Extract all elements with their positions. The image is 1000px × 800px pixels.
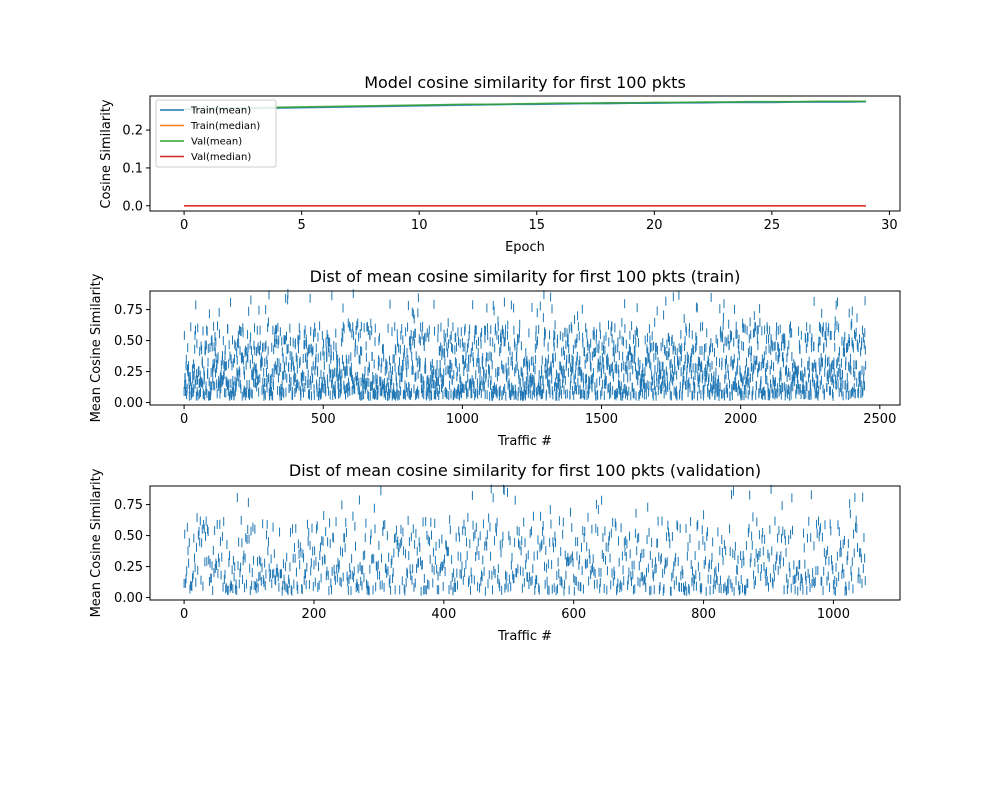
x-tick-label: 10 [411, 218, 428, 233]
x-axis-label: Epoch [505, 240, 545, 255]
y-axis: 0.00 0.25 0.50 0.75 [114, 303, 150, 411]
y-tick-label: 0.25 [114, 560, 143, 575]
legend-label: Val(median) [191, 152, 251, 163]
axes-frame [149, 95, 901, 212]
x-tick-label: 20 [646, 218, 663, 233]
y-tick-label: 0.1 [122, 161, 143, 176]
chart-title: Dist of mean cosine similarity for first… [289, 461, 761, 480]
x-tick-label: 15 [528, 218, 545, 233]
x-axis: 0 500 1000 1500 2000 2500 [180, 405, 896, 427]
y-tick-label: 0.75 [114, 303, 143, 318]
y-axis-label: Mean Cosine Similarity [89, 273, 104, 422]
x-axis: 0 200 400 600 800 1000 [180, 600, 850, 622]
x-tick-label: 0 [180, 218, 188, 233]
x-axis-label: Traffic # [497, 434, 552, 449]
x-tick-label: 0 [180, 412, 188, 427]
axes-frame [149, 485, 901, 601]
x-tick-label: 0 [180, 607, 188, 622]
x-tick-label: 1000 [446, 412, 479, 427]
x-tick-label: 25 [764, 218, 781, 233]
x-tick-label: 30 [881, 218, 898, 233]
panel-validation-distribution: Dist of mean cosine similarity for first… [89, 461, 901, 644]
y-tick-label: 0.00 [114, 591, 143, 606]
y-tick-label: 0.25 [114, 365, 143, 380]
legend-label: Val(mean) [191, 137, 242, 148]
x-tick-label: 600 [561, 607, 586, 622]
panel-train-distribution: Dist of mean cosine similarity for first… [89, 267, 901, 449]
x-tick-label: 2000 [724, 412, 757, 427]
x-axis: 0 5 10 15 20 25 30 [180, 211, 898, 233]
legend-label: Train(mean) [190, 106, 251, 117]
x-tick-label: 1000 [817, 607, 850, 622]
plot-area [183, 289, 867, 401]
x-tick-label: 1500 [585, 412, 618, 427]
plot-area [183, 484, 866, 596]
x-tick-label: 2500 [863, 412, 896, 427]
x-tick-label: 400 [431, 607, 456, 622]
legend: Train(mean) Train(median) Val(mean) Val(med… [155, 99, 277, 168]
x-tick-label: 200 [302, 607, 327, 622]
y-tick-label: 0.75 [114, 498, 143, 513]
y-tick-label: 0.50 [114, 529, 143, 544]
chart-title: Model cosine similarity for first 100 pk… [364, 73, 686, 92]
plot-area [184, 100, 866, 207]
series-line-val-mean [184, 100, 866, 110]
y-tick-label: 0.0 [122, 199, 143, 214]
x-tick-label: 500 [311, 412, 336, 427]
axes-frame [149, 290, 901, 406]
x-tick-label: 5 [298, 218, 306, 233]
y-axis-label: Cosine Similarity [99, 99, 114, 209]
y-axis: 0.00 0.25 0.50 0.75 [114, 498, 150, 606]
chart-title: Dist of mean cosine similarity for first… [310, 267, 741, 286]
y-tick-label: 0.2 [122, 124, 143, 139]
y-tick-label: 0.50 [114, 334, 143, 349]
legend-label: Train(median) [190, 121, 260, 132]
y-axis: 0.0 0.1 0.2 [122, 124, 150, 214]
x-tick-label: 800 [691, 607, 716, 622]
panel-model-cosine-similarity: Model cosine similarity for first 100 pk… [99, 73, 901, 255]
legend-box [155, 99, 277, 168]
x-axis-label: Traffic # [497, 629, 552, 644]
y-axis-label: Mean Cosine Similarity [89, 468, 104, 617]
y-tick-label: 0.00 [114, 396, 143, 411]
